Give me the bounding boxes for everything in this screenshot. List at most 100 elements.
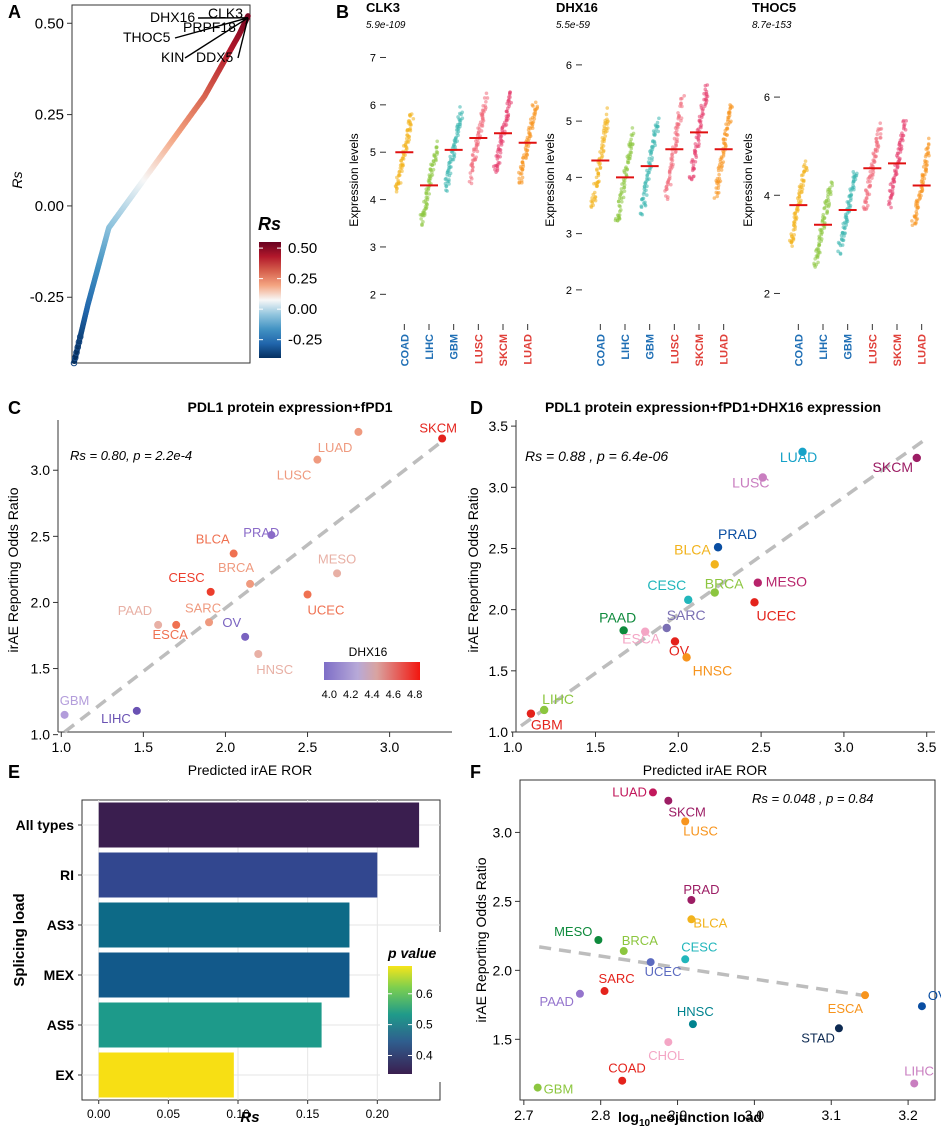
panel-b-point xyxy=(653,130,657,134)
panel-b-point xyxy=(527,131,531,135)
panel-f-label-chol: CHOL xyxy=(648,1048,684,1063)
panel-d-point-ov xyxy=(670,637,680,646)
panel-f-point-lusc xyxy=(681,817,690,826)
panel-f-xlabel: log10neojunction load xyxy=(618,1109,762,1128)
panel-b-point xyxy=(851,180,855,185)
panel-b-point xyxy=(682,93,687,98)
panel-f-label-prad: PRAD xyxy=(683,882,719,897)
panel-b-point xyxy=(621,195,626,200)
panel-b-point xyxy=(716,179,721,184)
panel-b-point xyxy=(715,176,720,181)
panel-c-point-sarc xyxy=(205,618,214,627)
panel-a-legend-label: 0.25 xyxy=(288,271,317,288)
panel-b-expression: CLK3 5.9e-109 2 3 4 5 6 7 Expression levels COAD L… xyxy=(347,0,931,366)
panel-f-point-luad xyxy=(648,788,657,797)
panel-f-point-ov xyxy=(917,1002,926,1011)
panel-b-point xyxy=(435,139,440,144)
panel-b-point xyxy=(675,137,679,141)
panel-f-point-coad xyxy=(618,1076,627,1085)
panel-f-point-cesc xyxy=(681,955,690,964)
panel-c-point-skcm xyxy=(438,434,447,443)
dAxes-xtick-label: 3.5 xyxy=(917,739,937,755)
panel-f-xlabel-rest: neojunction load xyxy=(650,1109,762,1125)
panel-a-annotation-prpf18: PRPF18 xyxy=(183,19,236,35)
panel-b-point xyxy=(602,126,607,131)
panel-b-point xyxy=(619,190,624,194)
panel-d-point-skcm xyxy=(912,453,921,463)
fAxes-xtick-label: 2.9 xyxy=(668,1107,688,1123)
panel-b-point xyxy=(531,104,535,108)
panel-b-point xyxy=(405,133,409,137)
panel-f-stat: Rs = 0.048 , p = 0.84 xyxy=(752,791,873,806)
panel-f-label-blca: BLCA xyxy=(693,915,727,930)
panel-d-point-lusc xyxy=(758,473,767,482)
panel-b-point xyxy=(602,124,607,128)
fAxes-xtick-label: 2.7 xyxy=(514,1107,534,1123)
panel-b-point xyxy=(644,193,649,197)
panel-b-point xyxy=(642,185,647,189)
panel-b-point xyxy=(428,167,433,172)
panel-c-label-meso: MESO xyxy=(318,551,356,566)
panel-b-point xyxy=(865,190,870,194)
panel-b-point xyxy=(434,157,438,162)
panel-b-point xyxy=(924,166,928,171)
panel-a-annotation-line xyxy=(237,17,249,59)
panel-b-point xyxy=(675,121,679,126)
cAxes-ytick-label: 1.0 xyxy=(31,727,51,743)
panel-b-point xyxy=(597,179,601,184)
panel-b-point xyxy=(868,169,873,174)
panel-b-point xyxy=(868,179,872,184)
panel-b-point xyxy=(422,211,427,216)
panel-b-point xyxy=(703,83,708,88)
panel-c-colorbar xyxy=(324,662,420,680)
panel-b-point xyxy=(875,132,880,137)
cAxes-ytick-label: 1.5 xyxy=(31,661,51,677)
panel-c-point-lihc xyxy=(132,706,141,715)
panel-b-point xyxy=(840,243,845,247)
panel-b-ytick-label: 2 xyxy=(764,288,770,300)
panel-b-ylabel: Expression levels xyxy=(347,133,361,226)
panel-f-label-luad: LUAD xyxy=(612,784,647,799)
panel-b-point xyxy=(869,162,874,166)
panel-b-point xyxy=(595,184,599,189)
panel-c-label-esca: ESCA xyxy=(152,627,188,642)
panel-a-annotation-clk3: CLK3 xyxy=(208,5,243,21)
panel-f-label-ucec: UCEC xyxy=(645,964,682,979)
dAxes-ytick-label: 1.5 xyxy=(489,663,509,679)
panel-b-point xyxy=(431,167,436,172)
panel-d-point-paad xyxy=(619,626,628,635)
panel-b-point xyxy=(727,111,732,115)
panel-d-label-skcm: SKCM xyxy=(873,459,913,475)
panel-a-ytick-label: 0.00 xyxy=(35,198,64,215)
panel-b-ytick-label: 6 xyxy=(370,100,376,112)
panel-a-annotation-line xyxy=(184,17,249,59)
panel-b-gene: CLK3 xyxy=(366,0,400,15)
panel-b-point xyxy=(645,168,649,173)
panel-b-point xyxy=(689,177,694,181)
panel-b-point xyxy=(878,132,883,136)
panel-d-label-ucec: UCEC xyxy=(756,607,796,623)
panel-b-point xyxy=(815,254,820,259)
panel-b-point xyxy=(699,103,703,108)
panel-e-category-mex: MEX xyxy=(44,967,75,983)
panel-b-point xyxy=(667,174,672,179)
panel-b-point xyxy=(517,181,522,185)
panel-b-point xyxy=(790,244,794,248)
panel-d-label-prad: PRAD xyxy=(718,526,757,542)
panel-b-point xyxy=(794,216,799,220)
panel-b-point xyxy=(484,91,489,96)
panel-b-ytick-label: 3 xyxy=(370,242,376,254)
panel-c-ylabel: irAE Reporting Odds Ratio xyxy=(5,487,21,652)
panel-b-point xyxy=(396,178,400,183)
panel-b-point xyxy=(460,116,465,121)
panel-a-ytick-label: -0.25 xyxy=(30,289,64,306)
panel-d-point-luad xyxy=(798,447,807,457)
panel-b-ytick-label: 5 xyxy=(370,147,376,159)
panel-b-category-coad: COAD xyxy=(793,334,805,366)
panel-b-point xyxy=(591,203,595,208)
panel-b-point xyxy=(864,196,869,200)
panel-b-point xyxy=(837,241,842,246)
panel-b-ytick-label: 5 xyxy=(566,116,572,128)
panel-b-point xyxy=(875,140,879,145)
